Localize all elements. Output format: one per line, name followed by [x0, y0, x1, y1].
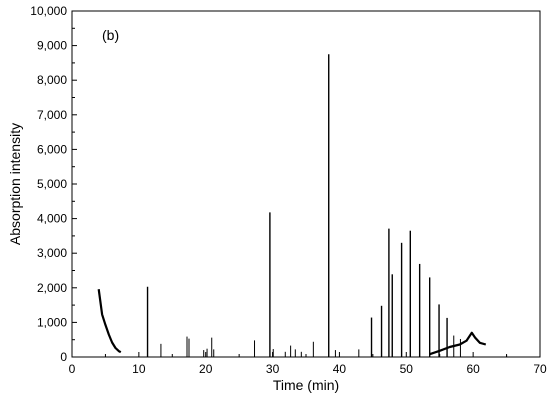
x-tick-label: 40 — [333, 362, 347, 376]
y-tick-label: 6,000 — [37, 142, 67, 156]
y-tick-label: 5,000 — [37, 177, 67, 191]
x-tick-label: 70 — [533, 362, 547, 376]
y-tick-label: 9,000 — [37, 39, 67, 53]
y-tick-label: 8,000 — [37, 73, 67, 87]
x-axis-title: Time (min) — [273, 377, 339, 393]
y-tick-label: 10,000 — [30, 4, 67, 18]
baseline-trace — [97, 289, 122, 354]
plot-frame — [71, 10, 541, 358]
y-tick-label: 1,000 — [37, 315, 67, 329]
x-tick-label: 10 — [132, 362, 146, 376]
x-tick-label: 0 — [69, 362, 76, 376]
data-layer — [97, 54, 508, 357]
y-tick-label: 7,000 — [37, 108, 67, 122]
x-tick-label: 30 — [266, 362, 280, 376]
x-tick-label: 20 — [199, 362, 213, 376]
x-tick-label: 60 — [466, 362, 480, 376]
y-tick-label: 4,000 — [37, 212, 67, 226]
plot-border — [71, 10, 541, 358]
y-tick-label: 0 — [60, 350, 67, 364]
x-tick-label: 50 — [400, 362, 414, 376]
panel-label: (b) — [102, 27, 119, 43]
x-axis: 0 10 20 30 40 50 60 70 — [69, 352, 547, 376]
baseline-trace — [429, 331, 487, 356]
y-tick-label: 2,000 — [37, 281, 67, 295]
y-axis-title: Absorption intensity — [7, 123, 23, 245]
y-axis: 0 1,000 2,000 3,000 4,000 5,000 6,000 7,000 8,00… — [30, 4, 77, 364]
y-tick-label: 3,000 — [37, 246, 67, 260]
